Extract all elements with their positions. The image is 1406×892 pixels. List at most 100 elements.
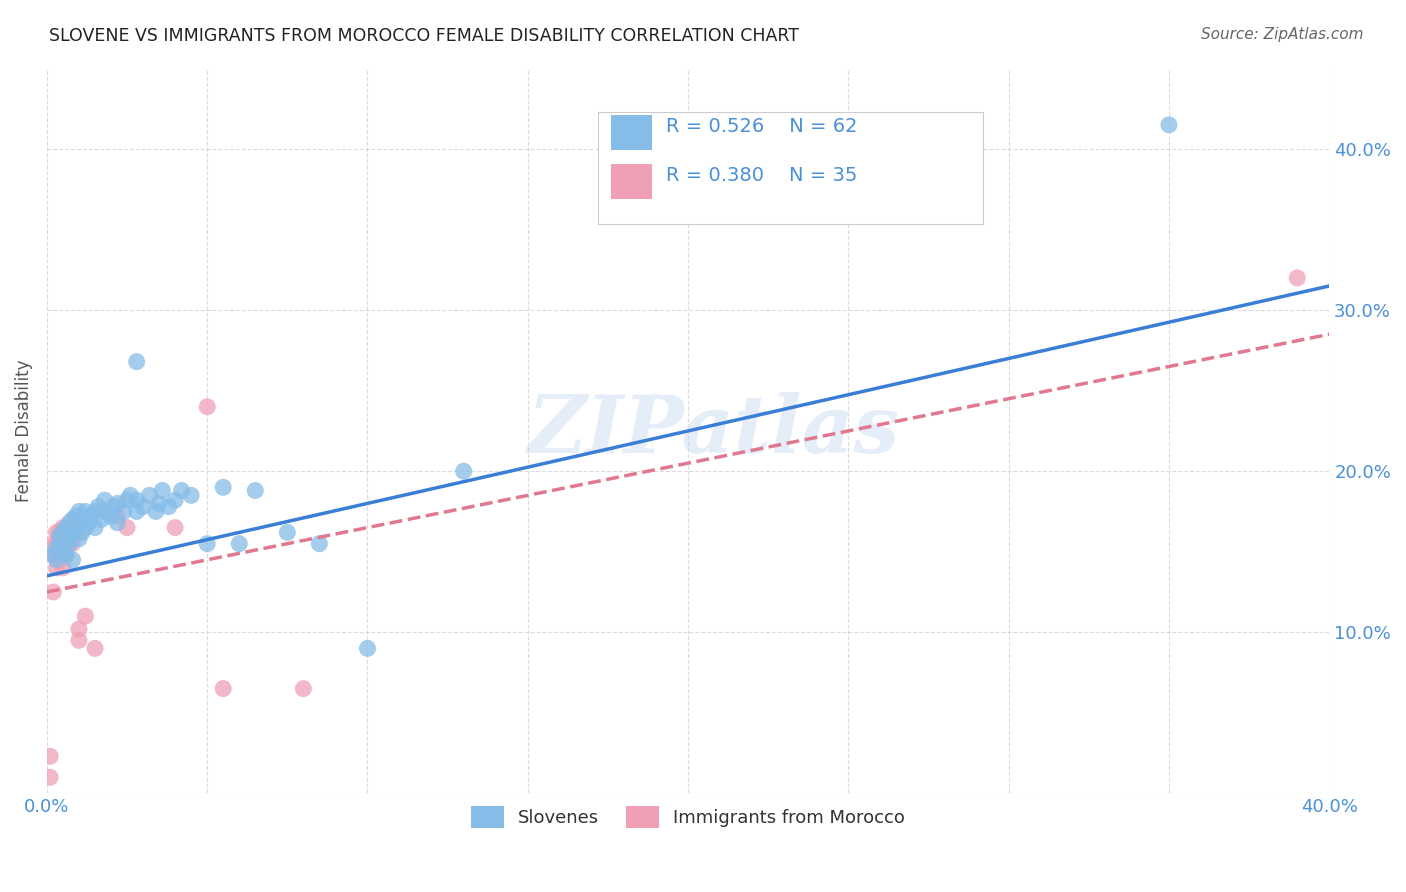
Point — [145, 504, 167, 518]
Point — [150, 483, 173, 498]
Point — [52, 525, 75, 540]
Point — [245, 483, 267, 498]
Point — [55, 537, 77, 551]
Point — [55, 548, 77, 562]
Point — [70, 525, 93, 540]
Point — [58, 528, 80, 542]
Point — [67, 532, 90, 546]
Point — [195, 537, 218, 551]
Point — [48, 541, 70, 556]
Point — [62, 537, 84, 551]
Point — [1157, 118, 1180, 132]
Point — [84, 520, 107, 534]
Point — [75, 520, 97, 534]
Text: Source: ZipAtlas.com: Source: ZipAtlas.com — [1201, 27, 1364, 42]
Point — [42, 548, 65, 562]
Point — [120, 488, 142, 502]
Point — [170, 483, 193, 498]
Point — [65, 509, 87, 524]
Point — [195, 400, 218, 414]
Point — [115, 493, 138, 508]
Point — [103, 500, 125, 514]
Point — [52, 561, 75, 575]
Point — [48, 528, 70, 542]
Point — [58, 537, 80, 551]
Point — [65, 520, 87, 534]
Point — [292, 681, 315, 696]
Point — [67, 622, 90, 636]
Point — [1286, 271, 1309, 285]
Point — [42, 548, 65, 562]
Point — [87, 500, 110, 514]
Point — [45, 548, 67, 562]
Point — [48, 532, 70, 546]
Point — [107, 516, 129, 530]
Point — [77, 516, 100, 530]
Point — [52, 520, 75, 534]
Point — [62, 525, 84, 540]
Point — [55, 520, 77, 534]
Text: ZIPatlas: ZIPatlas — [527, 392, 900, 470]
Point — [48, 553, 70, 567]
Point — [52, 532, 75, 546]
Point — [276, 525, 298, 540]
Point — [84, 504, 107, 518]
Point — [52, 545, 75, 559]
Point — [42, 537, 65, 551]
Point — [55, 548, 77, 562]
FancyBboxPatch shape — [612, 115, 652, 150]
Point — [70, 512, 93, 526]
Point — [125, 354, 148, 368]
Point — [67, 516, 90, 530]
Point — [39, 749, 62, 764]
Point — [107, 496, 129, 510]
Point — [93, 504, 115, 518]
Point — [93, 493, 115, 508]
Point — [115, 520, 138, 534]
Point — [112, 504, 135, 518]
Point — [453, 464, 475, 478]
Point — [84, 641, 107, 656]
Point — [58, 520, 80, 534]
Point — [48, 525, 70, 540]
Point — [132, 500, 155, 514]
Point — [67, 504, 90, 518]
Point — [148, 496, 170, 510]
Point — [45, 525, 67, 540]
Y-axis label: Female Disability: Female Disability — [15, 359, 32, 502]
Point — [42, 585, 65, 599]
Point — [80, 509, 103, 524]
Point — [180, 488, 202, 502]
Point — [45, 541, 67, 556]
Text: SLOVENE VS IMMIGRANTS FROM MOROCCO FEMALE DISABILITY CORRELATION CHART: SLOVENE VS IMMIGRANTS FROM MOROCCO FEMAL… — [49, 27, 799, 45]
FancyBboxPatch shape — [612, 164, 652, 199]
Point — [90, 512, 112, 526]
Point — [212, 681, 235, 696]
Point — [67, 633, 90, 648]
FancyBboxPatch shape — [599, 112, 983, 225]
Point — [62, 553, 84, 567]
Point — [62, 512, 84, 526]
Point — [125, 504, 148, 518]
Point — [212, 480, 235, 494]
Point — [48, 537, 70, 551]
Point — [157, 500, 180, 514]
Text: R = 0.526    N = 62: R = 0.526 N = 62 — [666, 117, 858, 136]
Point — [75, 609, 97, 624]
Point — [55, 525, 77, 540]
Point — [58, 516, 80, 530]
Point — [39, 770, 62, 784]
Point — [107, 509, 129, 524]
Point — [55, 532, 77, 546]
Point — [138, 488, 160, 502]
Point — [100, 509, 122, 524]
Point — [75, 504, 97, 518]
Point — [165, 493, 187, 508]
Point — [62, 528, 84, 542]
Point — [45, 561, 67, 575]
Point — [356, 641, 378, 656]
Point — [45, 553, 67, 567]
Point — [165, 520, 187, 534]
Point — [308, 537, 330, 551]
Point — [125, 493, 148, 508]
